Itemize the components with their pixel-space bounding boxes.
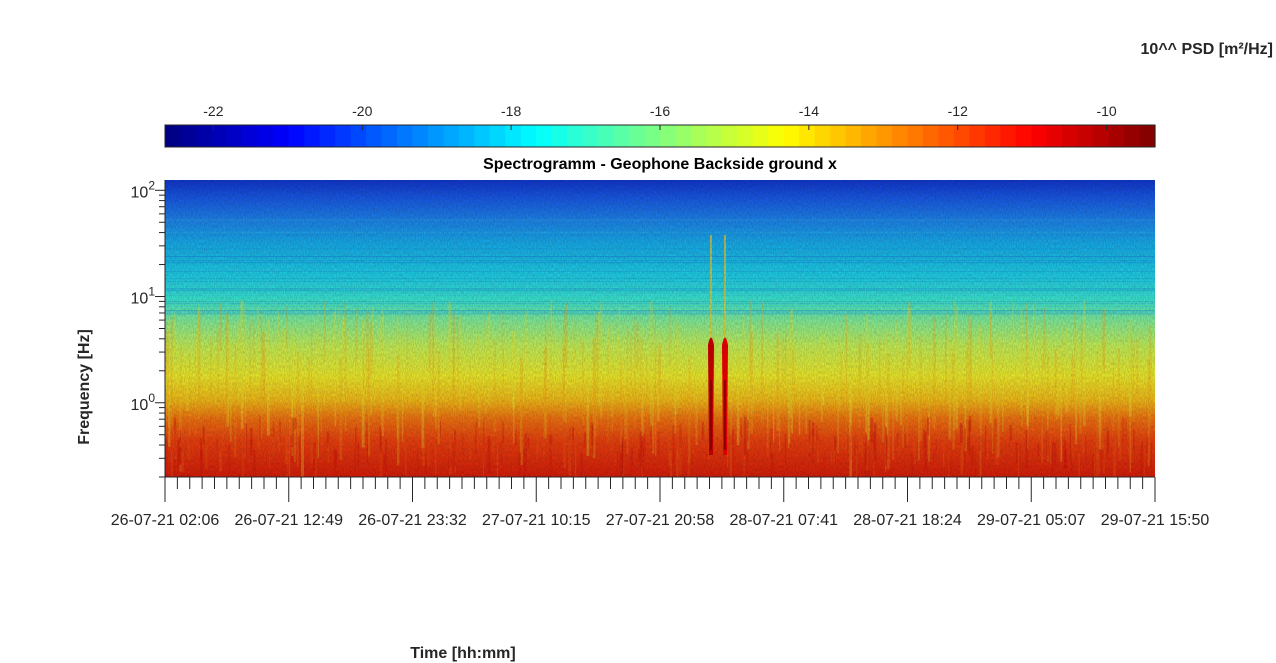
colorbar-segment [721, 125, 738, 147]
x-tick-label: 27-07-21 10:15 [482, 512, 591, 529]
colorbar-segment [1031, 125, 1048, 147]
colorbar-segment [953, 125, 970, 147]
colorbar-segment [644, 125, 661, 147]
colorbar-segment [830, 125, 847, 147]
colorbar-segment [737, 125, 754, 147]
x-tick-label: 26-07-21 12:49 [234, 512, 343, 529]
colorbar-label: 10^^ PSD [m²/Hz] [1141, 41, 1273, 58]
colorbar-tick-label: -18 [501, 103, 521, 119]
y-axis: 100 101 102 [131, 178, 166, 478]
colorbar-tick-label: -10 [1096, 103, 1116, 119]
colorbar-segment [768, 125, 785, 147]
colorbar-segment [335, 125, 352, 147]
colorbar-segment [690, 125, 708, 147]
colorbar-segment [876, 125, 893, 147]
colorbar-segment [180, 125, 197, 147]
colorbar-segment [938, 125, 955, 147]
colorbar-segment [675, 125, 692, 147]
colorbar-tick-label: -22 [203, 103, 223, 119]
x-axis-label: Time [hh:mm] [410, 645, 515, 662]
colorbar-segment [1139, 125, 1156, 147]
colorbar-tick-label: -16 [650, 103, 670, 119]
colorbar-segment [195, 125, 213, 147]
colorbar-segment [799, 125, 816, 147]
colorbar-segment [752, 125, 769, 147]
colorbar-segment [660, 125, 677, 147]
colorbar-segment [257, 125, 274, 147]
colorbar-segment [1062, 125, 1079, 147]
colorbar-segment [304, 125, 321, 147]
x-tick-label: 28-07-21 07:41 [729, 512, 838, 529]
colorbar-tick-label: -14 [799, 103, 819, 119]
colorbar-segment [412, 125, 429, 147]
colorbar-segment [443, 125, 460, 147]
colorbar-segment [211, 125, 228, 147]
colorbar-segment [1093, 125, 1110, 147]
colorbar-segment [397, 125, 414, 147]
colorbar-segment [427, 125, 445, 147]
colorbar-segment [892, 125, 909, 147]
y-axis-label: Frequency [Hz] [76, 329, 93, 445]
colorbar-segment [350, 125, 367, 147]
x-tick-label: 28-07-21 18:24 [853, 512, 962, 529]
x-tick-label: 26-07-21 02:06 [111, 512, 220, 529]
y-tick-label: 101 [131, 285, 156, 308]
x-axis: 26-07-21 02:06 26-07-21 12:49 26-07-21 23:… [111, 476, 1210, 529]
colorbar-segment [1124, 125, 1141, 147]
colorbar-segment [814, 125, 831, 147]
y-tick-label: 102 [131, 178, 156, 201]
colorbar-tick-label: -12 [948, 103, 968, 119]
colorbar-segment [319, 125, 336, 147]
chart-title: Spectrogramm - Geophone Backside ground … [483, 156, 837, 173]
colorbar-segment [1015, 125, 1032, 147]
colorbar-tick-label: -20 [352, 103, 372, 119]
colorbar-segment [969, 125, 986, 147]
colorbar-segment [629, 125, 646, 147]
x-tick-label: 27-07-21 20:58 [606, 512, 715, 529]
x-tick-label: 26-07-21 23:32 [358, 512, 467, 529]
colorbar-segment [1108, 125, 1125, 147]
colorbar-segment [907, 125, 924, 147]
colorbar-segment [613, 125, 630, 147]
colorbar-segment [165, 125, 182, 147]
colorbar-segment [706, 125, 723, 147]
colorbar-segment [598, 125, 615, 147]
x-tick-label: 29-07-21 05:07 [977, 512, 1086, 529]
colorbar-segment [1046, 125, 1063, 147]
colorbar-segment [381, 125, 398, 147]
colorbar-segment [984, 125, 1001, 147]
colorbar-segment [520, 125, 537, 147]
colorbar-segment [505, 125, 522, 147]
colorbar-segment [1077, 125, 1094, 147]
colorbar-segment [458, 125, 475, 147]
colorbar-segment [489, 125, 506, 147]
colorbar-segment [474, 125, 491, 147]
colorbar-segment [861, 125, 878, 147]
colorbar-segment [922, 125, 940, 147]
spectrogram-image [165, 180, 1155, 477]
colorbar-segment [273, 125, 290, 147]
colorbar: -22 -20 -18 -16 -14 -12 -10 [164, 103, 1156, 148]
colorbar-segment [366, 125, 383, 147]
y-tick-label: 100 [131, 391, 156, 414]
colorbar-segment [288, 125, 305, 147]
x-tick-label: 29-07-21 15:50 [1101, 512, 1210, 529]
colorbar-segment [783, 125, 800, 147]
colorbar-segment [226, 125, 243, 147]
colorbar-segment [845, 125, 862, 147]
colorbar-segment [567, 125, 584, 147]
colorbar-segment [536, 125, 553, 147]
colorbar-segment [1000, 125, 1017, 147]
colorbar-segment [551, 125, 568, 147]
colorbar-segment [242, 125, 259, 147]
colorbar-segment [582, 125, 599, 147]
